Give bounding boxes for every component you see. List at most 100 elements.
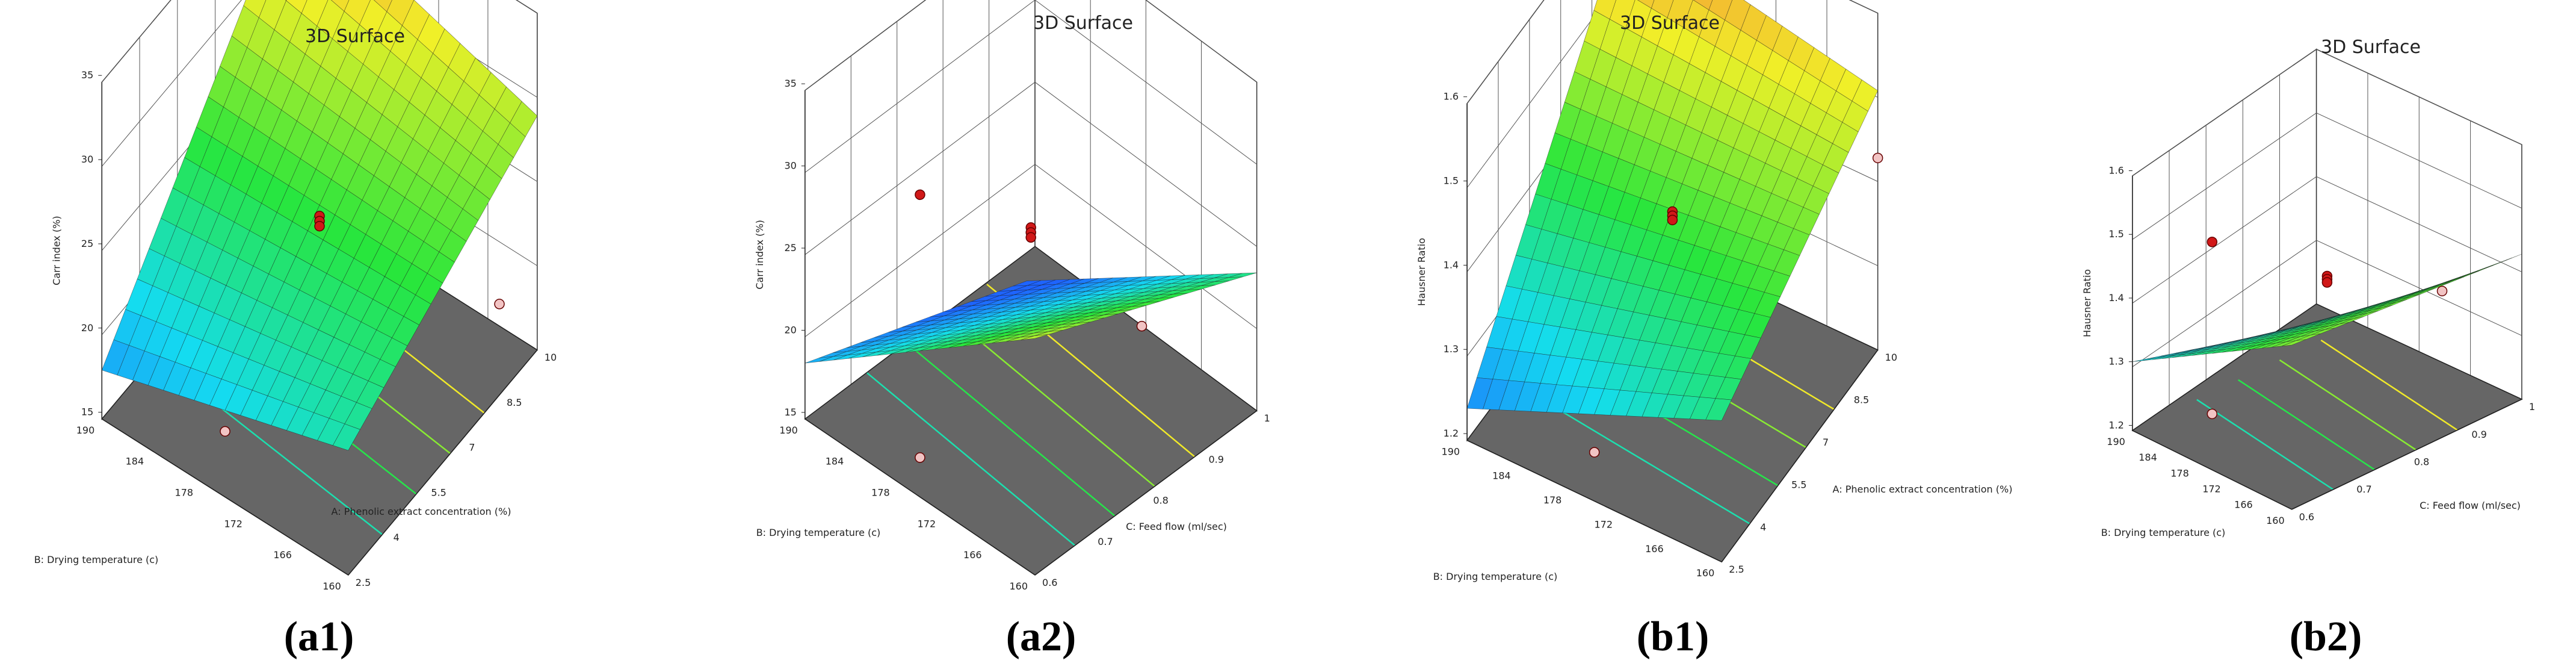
x-axis-label: C: Feed flow (ml/sec) — [2420, 500, 2521, 511]
design-point-2 — [2321, 277, 2333, 288]
x-tick-label: 0.8 — [2414, 456, 2429, 467]
y-axis-line — [101, 418, 349, 576]
z-tick-label: 1.4 — [2108, 292, 2124, 303]
z-tick-label: 1.6 — [1444, 91, 1459, 102]
x-tick-label: 0.9 — [2471, 429, 2486, 440]
x-tick-label: 0.7 — [1098, 536, 1113, 547]
design-point-4 — [1872, 152, 1883, 164]
z-tick-label: 30 — [784, 160, 796, 172]
x-tick-label: 0.8 — [1153, 495, 1168, 506]
y-axis-label: B: Drying temperature (c) — [2101, 527, 2226, 538]
x-tick-label: 7 — [1823, 437, 1829, 448]
panel-label-letter: b2 — [2303, 614, 2348, 660]
panel-label-letter: b1 — [1651, 614, 1695, 660]
surface-plot-a1: 15 20 25 30 35 190 184 178 172 166 160 2.5 4 5.5 7 8.5 1… — [34, 0, 557, 660]
z-tick-label: 20 — [81, 322, 93, 334]
z-tick-label: 25 — [81, 238, 93, 249]
x-tick-label: 10 — [1885, 352, 1897, 363]
floor-contour — [2279, 359, 2417, 451]
panel-label: (a1) — [284, 614, 354, 660]
z-axis-label: Hausner Ratio — [1416, 238, 1427, 306]
y-tick-label: 190 — [1442, 446, 1460, 457]
panel-label-letter: a1 — [298, 614, 340, 660]
z-tick-label: 1.3 — [1444, 343, 1459, 355]
panel-label-letter: a2 — [1020, 614, 1062, 660]
panel-label-close: ) — [1695, 614, 1709, 660]
y-tick-label: 166 — [963, 549, 982, 561]
x-axis-line — [2291, 399, 2522, 510]
wall-grid-line — [805, 0, 1257, 173]
z-tick-label: 15 — [784, 406, 796, 418]
response-surface — [101, 0, 538, 451]
y-tick-label: 178 — [1543, 494, 1562, 506]
y-tick-label: 172 — [918, 518, 936, 529]
y-axis-line — [2132, 430, 2293, 510]
z-tick-label: 1.5 — [1444, 175, 1459, 187]
design-point-5 — [2436, 285, 2448, 297]
z-tick-label: 1.3 — [2108, 356, 2124, 367]
panel-label-open: ( — [284, 614, 298, 660]
y-axis-label: B: Drying temperature (c) — [34, 554, 159, 565]
floor-contour — [906, 343, 1116, 517]
chart-title: 3D Surface — [305, 26, 405, 47]
floor-contour — [2320, 339, 2458, 431]
y-tick-label: 160 — [1696, 567, 1715, 579]
panel-label: (b2) — [2290, 614, 2362, 660]
z-tick-label: 35 — [81, 69, 93, 81]
y-tick-label: 184 — [2139, 452, 2157, 463]
y-axis-label: B: Drying temperature (c) — [1433, 571, 1558, 582]
y-tick-label: 172 — [1594, 518, 1613, 530]
surface-cell — [1705, 398, 1732, 421]
z-tick-label: 1.2 — [1444, 428, 1459, 439]
chart-title: 3D Surface — [1620, 13, 1720, 34]
wall-grid-line — [2132, 176, 2522, 303]
panel-label: (a2) — [1006, 614, 1076, 660]
surface-plot-b2: 1.2 1.3 1.4 1.5 1.6 190 184 178 172 166 160 0.6 0.7 0… — [2081, 37, 2535, 660]
x-tick-label: 8.5 — [1854, 394, 1869, 406]
x-axis-line — [1034, 410, 1258, 576]
x-tick-label: 1 — [1264, 412, 1270, 424]
y-tick-label: 190 — [2107, 436, 2125, 447]
x-tick-label: 0.6 — [2299, 511, 2314, 523]
z-tick-label: 1.5 — [2108, 228, 2124, 240]
z-tick-label: 25 — [784, 242, 796, 254]
design-point-2 — [314, 220, 325, 232]
panel-label-close: ) — [1062, 614, 1076, 660]
y-tick-label: 184 — [126, 456, 144, 467]
y-tick-label: 184 — [826, 456, 844, 467]
surface-cell — [332, 423, 360, 451]
panel-label-close: ) — [2348, 614, 2362, 660]
y-tick-label: 160 — [2266, 515, 2285, 526]
x-tick-label: 0.6 — [1042, 577, 1057, 588]
z-tick-label: 1.2 — [2108, 419, 2124, 431]
design-point-5 — [1136, 320, 1147, 332]
wall-grid-line — [805, 164, 1257, 337]
x-tick-label: 7 — [469, 442, 475, 453]
x-axis-label: C: Feed flow (ml/sec) — [1126, 521, 1227, 532]
x-tick-label: 0.9 — [1208, 453, 1223, 465]
design-point-2 — [1025, 232, 1036, 243]
x-tick-label: 4 — [1760, 521, 1766, 533]
panel-label-open: ( — [2290, 614, 2303, 660]
z-tick-label: 35 — [784, 78, 796, 89]
design-point-3 — [2207, 237, 2218, 247]
design-point-5 — [220, 426, 230, 437]
x-tick-label: 4 — [394, 532, 400, 543]
x-tick-label: 0.7 — [2356, 484, 2371, 495]
x-tick-label: 5.5 — [1791, 479, 1806, 490]
y-tick-label: 166 — [2234, 499, 2253, 511]
y-tick-label: 178 — [871, 487, 890, 498]
wall-grid-line — [2132, 113, 2522, 240]
y-axis-label: B: Drying temperature (c) — [756, 527, 881, 538]
y-tick-label: 172 — [224, 518, 242, 529]
panel-label-close: ) — [340, 614, 354, 660]
floor-contour — [2196, 399, 2334, 491]
chart-title: 3D Surface — [2321, 37, 2421, 58]
wall-grid-line — [2132, 240, 2522, 367]
design-point-4 — [2207, 408, 2218, 420]
z-tick-label: 15 — [81, 406, 93, 418]
x-tick-label: 2.5 — [356, 577, 371, 588]
panel-label: (b1) — [1637, 614, 1710, 660]
panel-label-open: ( — [1637, 614, 1651, 660]
